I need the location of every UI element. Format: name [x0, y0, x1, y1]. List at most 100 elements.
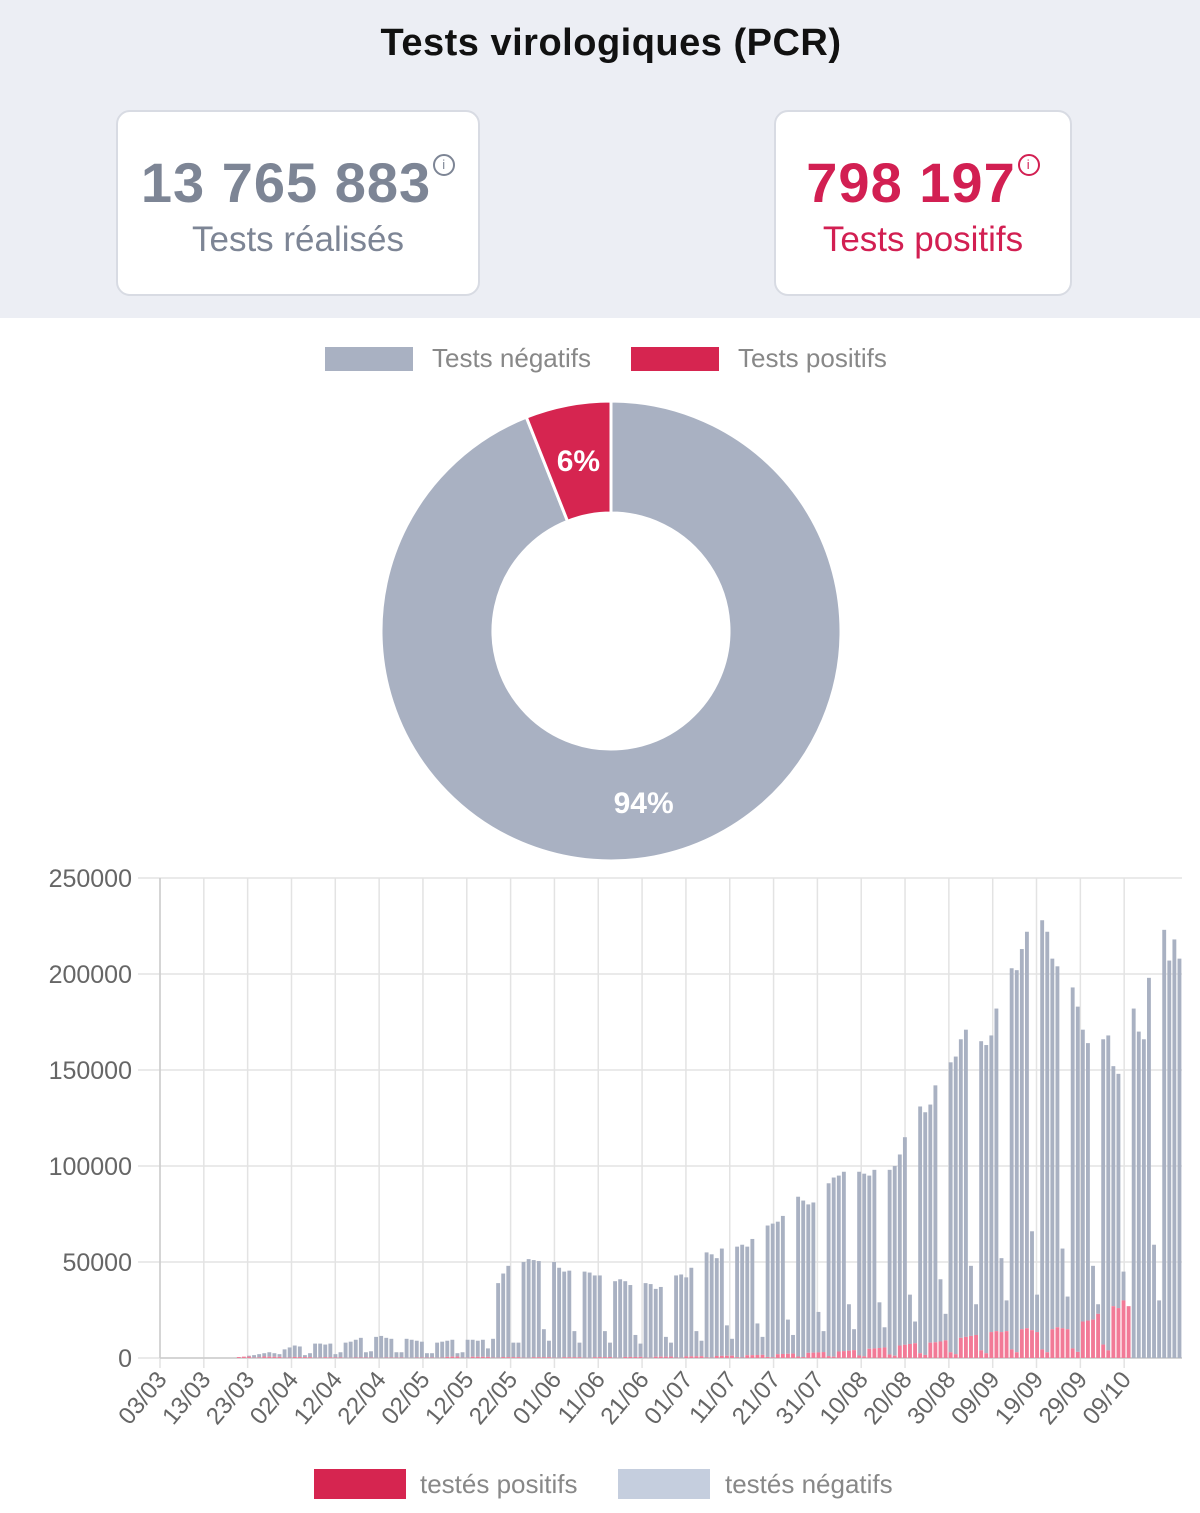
bar-positifs[interactable]	[994, 1331, 999, 1358]
bar-negatifs[interactable]	[430, 1353, 434, 1358]
bar-negatifs[interactable]	[724, 1325, 729, 1356]
bar-negatifs[interactable]	[602, 1331, 607, 1358]
legend-label-testes-positifs[interactable]: testés positifs	[420, 1469, 578, 1499]
bar-negatifs[interactable]	[404, 1338, 409, 1358]
bar-negatifs[interactable]	[1091, 1265, 1095, 1320]
bar-negatifs[interactable]	[277, 1354, 282, 1357]
bar-negatifs[interactable]	[1141, 1039, 1146, 1358]
bar-negatifs[interactable]	[267, 1352, 272, 1357]
bar-negatifs[interactable]	[302, 1355, 307, 1358]
bar-negatifs[interactable]	[633, 1334, 638, 1357]
bar-negatifs[interactable]	[425, 1353, 429, 1358]
bar-positifs[interactable]	[882, 1347, 887, 1358]
bar-negatifs[interactable]	[567, 1270, 572, 1358]
bar-positifs[interactable]	[658, 1356, 663, 1358]
bar-negatifs[interactable]	[953, 1056, 958, 1355]
bar-negatifs[interactable]	[1111, 1066, 1116, 1307]
bar-negatifs[interactable]	[313, 1343, 318, 1358]
bar-negatifs[interactable]	[419, 1341, 424, 1358]
bar-negatifs[interactable]	[1152, 1244, 1156, 1358]
bar-negatifs[interactable]	[887, 1169, 892, 1355]
bar-negatifs[interactable]	[1162, 929, 1167, 1358]
bar-positifs[interactable]	[567, 1357, 572, 1358]
bar-negatifs[interactable]	[821, 1331, 826, 1353]
bar-negatifs[interactable]	[872, 1169, 877, 1349]
bar-positifs[interactable]	[1050, 1329, 1055, 1358]
bar-negatifs[interactable]	[841, 1171, 846, 1352]
bar-positifs[interactable]	[963, 1336, 968, 1358]
bar-negatifs[interactable]	[974, 1304, 979, 1335]
bar-positifs[interactable]	[775, 1354, 780, 1358]
bar-negatifs[interactable]	[1070, 987, 1075, 1349]
bar-positifs[interactable]	[236, 1357, 241, 1358]
bar-positifs[interactable]	[857, 1355, 862, 1358]
bar-negatifs[interactable]	[831, 1177, 836, 1357]
bar-negatifs[interactable]	[653, 1288, 658, 1357]
bar-negatifs[interactable]	[389, 1338, 394, 1358]
bar-negatifs[interactable]	[308, 1353, 312, 1358]
bar-positifs[interactable]	[897, 1345, 902, 1358]
bar-negatifs[interactable]	[740, 1244, 745, 1358]
bar-negatifs[interactable]	[1106, 1035, 1111, 1351]
bar-negatifs[interactable]	[587, 1272, 592, 1358]
bar-positifs[interactable]	[323, 1357, 328, 1358]
bar-negatifs[interactable]	[1024, 931, 1029, 1329]
bar-negatifs[interactable]	[1065, 1296, 1070, 1330]
bar-positifs[interactable]	[719, 1355, 724, 1358]
bar-positifs[interactable]	[470, 1356, 475, 1358]
bar-positifs[interactable]	[1060, 1328, 1065, 1358]
bar-positifs[interactable]	[984, 1353, 989, 1358]
bar-negatifs[interactable]	[358, 1337, 363, 1358]
bar-positifs[interactable]	[684, 1356, 689, 1358]
bar-positifs[interactable]	[918, 1353, 923, 1358]
bar-positifs[interactable]	[1106, 1350, 1111, 1358]
bar-positifs[interactable]	[1096, 1313, 1101, 1358]
bar-negatifs[interactable]	[1172, 939, 1177, 1358]
bar-negatifs[interactable]	[694, 1331, 699, 1357]
bar-negatifs[interactable]	[384, 1337, 389, 1358]
bar-positifs[interactable]	[1024, 1328, 1029, 1358]
bar-negatifs[interactable]	[262, 1353, 267, 1357]
bar-positifs[interactable]	[902, 1344, 907, 1358]
bar-negatifs[interactable]	[908, 1294, 912, 1344]
bar-negatifs[interactable]	[704, 1252, 709, 1358]
bar-negatifs[interactable]	[577, 1342, 582, 1358]
bar-positifs[interactable]	[562, 1357, 567, 1358]
bar-positifs[interactable]	[272, 1356, 277, 1358]
bar-positifs[interactable]	[796, 1356, 801, 1358]
bar-negatifs[interactable]	[638, 1343, 643, 1357]
bar-positifs[interactable]	[699, 1356, 704, 1358]
legend-swatch-negatifs[interactable]	[325, 347, 413, 371]
bar-negatifs[interactable]	[755, 1323, 760, 1356]
bar-positifs[interactable]	[669, 1356, 673, 1358]
bar-negatifs[interactable]	[897, 1154, 902, 1346]
bar-negatifs[interactable]	[592, 1275, 597, 1358]
doughnut-slice-negatifs[interactable]	[379, 399, 843, 860]
bar-negatifs[interactable]	[948, 1062, 953, 1353]
bar-negatifs[interactable]	[1131, 1008, 1136, 1358]
bar-negatifs[interactable]	[714, 1258, 719, 1356]
bar-negatifs[interactable]	[902, 1137, 907, 1345]
bar-negatifs[interactable]	[750, 1238, 755, 1356]
bar-negatifs[interactable]	[623, 1281, 628, 1357]
bar-positifs[interactable]	[663, 1356, 668, 1358]
bar-negatifs[interactable]	[450, 1339, 455, 1357]
bar-positifs[interactable]	[247, 1356, 251, 1358]
bar-negatifs[interactable]	[486, 1348, 490, 1357]
bar-negatifs[interactable]	[791, 1334, 795, 1354]
bar-positifs[interactable]	[872, 1348, 877, 1358]
bar-positifs[interactable]	[1086, 1320, 1090, 1358]
bar-negatifs[interactable]	[272, 1353, 277, 1357]
bar-positifs[interactable]	[241, 1356, 246, 1358]
info-icon[interactable]: i	[1017, 154, 1040, 176]
bar-negatifs[interactable]	[801, 1200, 806, 1358]
bar-negatifs[interactable]	[847, 1304, 851, 1351]
bar-negatifs[interactable]	[363, 1352, 368, 1358]
bar-negatifs[interactable]	[857, 1171, 862, 1356]
bar-negatifs[interactable]	[760, 1336, 765, 1355]
bar-negatifs[interactable]	[943, 1313, 948, 1341]
bar-negatifs[interactable]	[597, 1275, 602, 1358]
bar-negatifs[interactable]	[1167, 960, 1172, 1358]
bar-negatifs[interactable]	[1035, 1294, 1040, 1333]
bar-negatifs[interactable]	[658, 1286, 663, 1357]
